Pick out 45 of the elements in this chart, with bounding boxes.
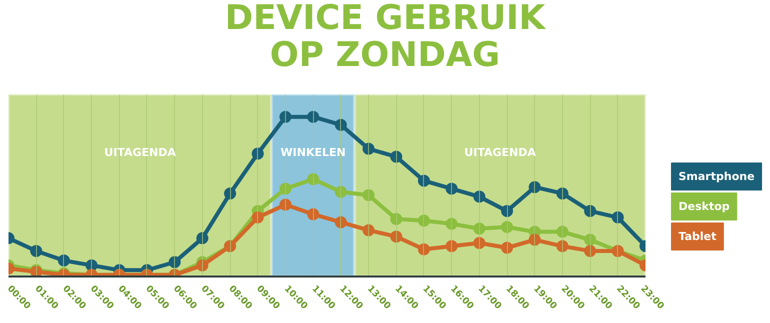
point	[30, 244, 42, 257]
point	[334, 186, 347, 198]
point	[307, 110, 320, 123]
point	[446, 218, 458, 230]
point	[528, 181, 541, 194]
band-label: UITAGENDA	[104, 146, 176, 160]
point	[307, 208, 320, 220]
point	[556, 187, 568, 200]
point	[473, 222, 486, 235]
band-label: UITAGENDA	[464, 146, 536, 160]
point	[418, 214, 430, 227]
point	[252, 148, 264, 160]
point	[362, 142, 375, 155]
point	[501, 242, 514, 254]
point	[362, 224, 375, 236]
point	[390, 230, 402, 243]
point	[473, 236, 486, 249]
point	[446, 240, 458, 252]
chart-title: DEVICE GEBRUIK OP ZONDAG	[224, 0, 546, 76]
point	[556, 226, 568, 238]
point	[584, 244, 596, 257]
point	[196, 259, 208, 272]
point	[196, 232, 208, 244]
point	[390, 213, 402, 226]
text: Tablet	[678, 230, 716, 243]
point	[58, 254, 70, 267]
point	[362, 189, 375, 202]
point	[556, 240, 568, 252]
point	[279, 182, 292, 195]
point	[279, 110, 292, 123]
text: Smartphone	[678, 170, 755, 183]
point	[612, 211, 624, 224]
point	[446, 182, 458, 195]
point	[334, 118, 347, 131]
point	[168, 256, 181, 268]
point	[501, 221, 514, 233]
point	[501, 205, 514, 218]
point	[224, 187, 236, 200]
point	[252, 211, 264, 224]
point	[418, 243, 430, 256]
point	[584, 205, 596, 218]
point	[279, 198, 292, 211]
text: Desktop	[678, 200, 730, 213]
point	[418, 174, 430, 187]
point	[307, 173, 320, 186]
